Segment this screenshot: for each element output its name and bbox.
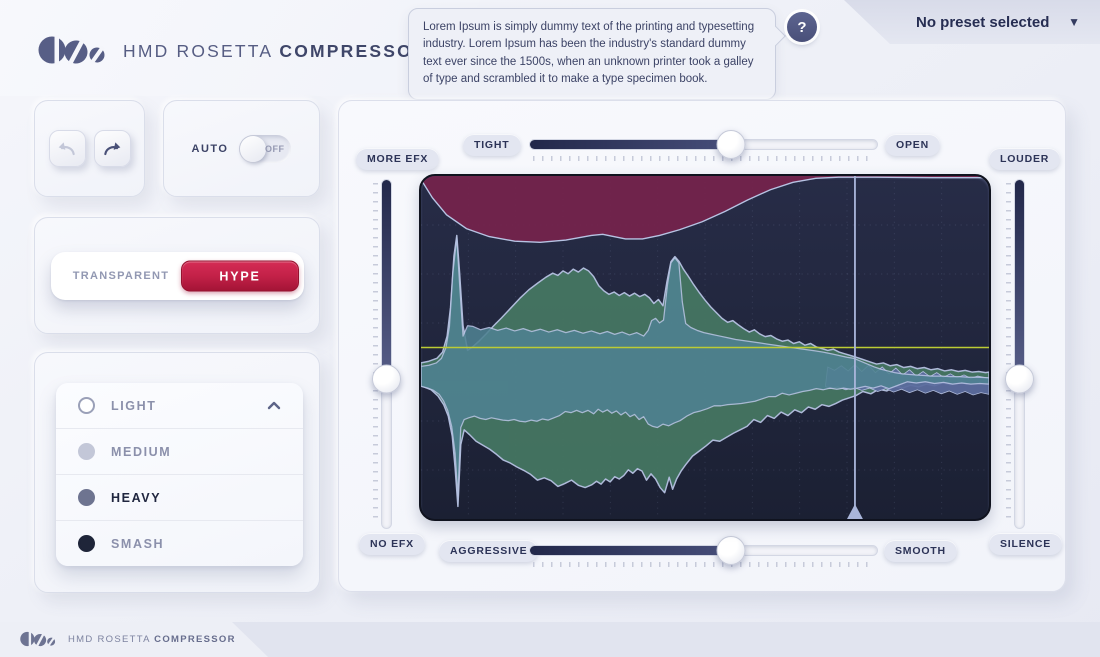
no-efx-label: NO EFX [359, 533, 425, 555]
character-card: TRANSPARENT HYPE [34, 217, 320, 334]
slider-knob[interactable] [372, 364, 401, 393]
slider-fill [1015, 180, 1024, 379]
redo-button[interactable] [93, 130, 131, 167]
slider-ticks [533, 156, 874, 161]
visualizer-panel: MORE EFX TIGHT OPEN LOUDER NO EFX AGGRES… [338, 100, 1066, 592]
slider-fill [382, 180, 391, 379]
auto-card: AUTO OFF [163, 100, 320, 197]
radio-icon[interactable] [78, 443, 95, 460]
toggle-state-label: OFF [264, 143, 285, 154]
redo-arrow-icon [104, 141, 121, 155]
playhead[interactable] [847, 176, 863, 519]
slider-knob[interactable] [716, 130, 746, 159]
preset-selector[interactable]: No preset selected ▼ [844, 0, 1100, 44]
slider-track[interactable] [1014, 179, 1025, 529]
slider-knob[interactable] [1005, 364, 1034, 393]
slider-fill [530, 140, 732, 149]
radio-icon[interactable] [78, 535, 95, 552]
list-item-label: HEAVY [111, 490, 162, 505]
chevron-down-icon[interactable]: ▼ [1068, 15, 1080, 29]
intensity-list: LIGHT MEDIUM HEAVY SMASH [56, 383, 303, 566]
radio-icon[interactable] [78, 397, 95, 414]
density-slider[interactable] [529, 130, 878, 163]
open-label: OPEN [885, 134, 940, 156]
undo-button[interactable] [48, 130, 86, 167]
radio-icon[interactable] [78, 489, 95, 506]
footer-brand: HMD ROSETTA COMPRESSOR [0, 622, 268, 657]
slider-fill [530, 546, 732, 555]
chevron-up-icon[interactable] [267, 401, 281, 410]
list-item-label: SMASH [111, 536, 165, 551]
more-efx-label: MORE EFX [356, 148, 440, 170]
efx-slider[interactable] [370, 179, 402, 529]
brand: HMD ROSETTA COMPRESSOR [38, 33, 428, 69]
help-tooltip: Lorem Ipsum is simply dummy text of the … [408, 8, 776, 100]
help-button[interactable]: ? [787, 12, 817, 42]
auto-toggle[interactable]: OFF [239, 134, 292, 163]
louder-label: LOUDER [989, 148, 1061, 170]
slider-ticks [1006, 183, 1011, 525]
character-segmented-control: TRANSPARENT HYPE [51, 252, 304, 300]
slider-ticks [533, 562, 874, 567]
toggle-knob[interactable] [240, 135, 267, 162]
silence-label: SILENCE [989, 533, 1063, 555]
slider-ticks [373, 183, 378, 525]
undo-arrow-icon [58, 141, 75, 155]
slider-knob[interactable] [716, 536, 746, 565]
footer-title: HMD ROSETTA COMPRESSOR [68, 634, 236, 645]
list-item-light[interactable]: LIGHT [56, 383, 303, 429]
waveform-display [419, 174, 991, 521]
app-title: HMD ROSETTA COMPRESSOR [123, 40, 428, 61]
preset-value: No preset selected [916, 13, 1050, 31]
list-item-smash[interactable]: SMASH [56, 521, 303, 566]
auto-label: AUTO [191, 142, 229, 155]
hype-option[interactable]: HYPE [181, 260, 299, 292]
slider-track[interactable] [529, 545, 878, 556]
slider-track[interactable] [381, 179, 392, 529]
footer-logo-icon [20, 631, 56, 648]
waveform-canvas [421, 176, 989, 519]
brand-logo-icon [38, 35, 105, 66]
list-item-medium[interactable]: MEDIUM [56, 429, 303, 475]
list-item-heavy[interactable]: HEAVY [56, 475, 303, 521]
attack-slider[interactable] [529, 536, 878, 569]
slider-track[interactable] [529, 139, 878, 150]
history-card [34, 100, 145, 197]
intensity-card: LIGHT MEDIUM HEAVY SMASH [34, 352, 320, 593]
help-tooltip-text: Lorem Ipsum is simply dummy text of the … [423, 21, 755, 86]
transparent-option[interactable]: TRANSPARENT [51, 252, 191, 300]
smooth-label: SMOOTH [884, 540, 957, 562]
list-item-label: MEDIUM [111, 444, 172, 459]
list-item-label: LIGHT [111, 398, 157, 413]
aggressive-label: AGGRESSIVE [439, 540, 539, 562]
tight-label: TIGHT [463, 134, 521, 156]
gain-slider[interactable] [1003, 179, 1035, 529]
